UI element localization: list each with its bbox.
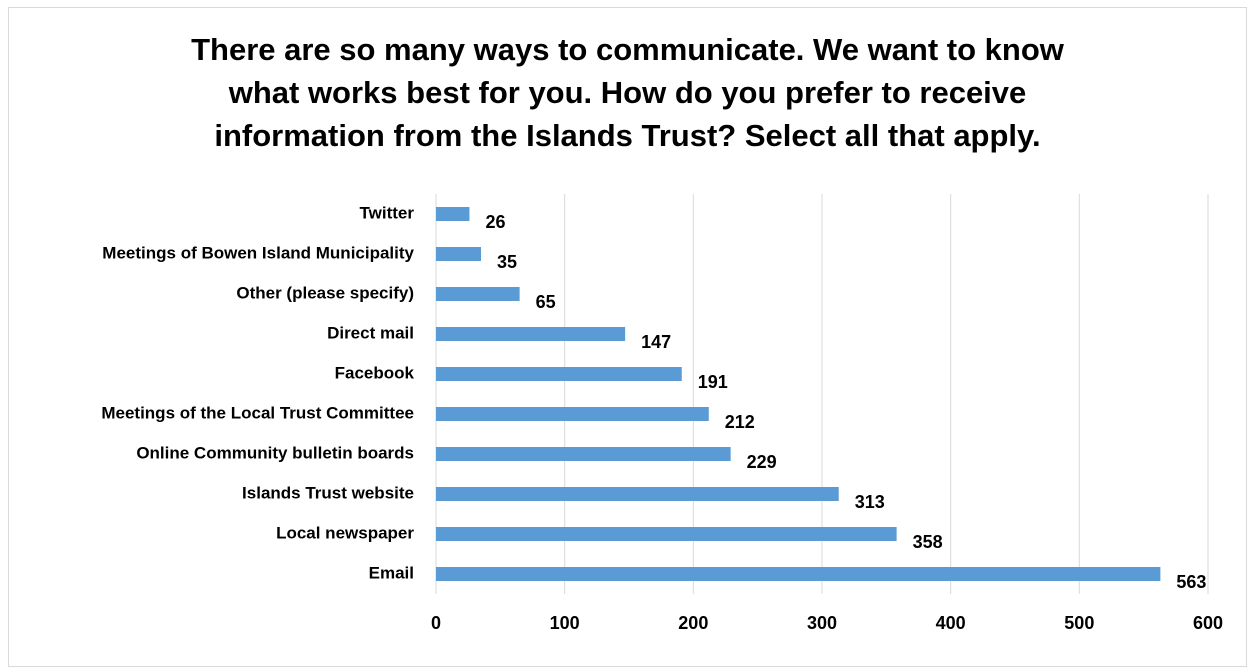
category-label: Twitter xyxy=(360,203,415,222)
x-tick-label: 0 xyxy=(431,613,441,633)
data-label: 26 xyxy=(485,212,505,232)
bar-8 xyxy=(436,487,839,501)
data-label: 65 xyxy=(536,292,556,312)
category-label: Meetings of Bowen Island Municipality xyxy=(102,243,414,262)
data-label: 147 xyxy=(641,332,671,352)
chart-title-line-1: There are so many ways to communicate. W… xyxy=(191,32,1064,67)
category-labels: Twitter Meetings of Bowen Island Municipa… xyxy=(101,203,414,582)
chart-title-line-3: information from the Islands Trust? Sele… xyxy=(214,118,1041,153)
x-tick-label: 200 xyxy=(678,613,708,633)
chart-title-line-2: what works best for you. How do you pref… xyxy=(228,75,1027,110)
data-labels: 26 35 65 147 191 212 229 313 358 563 xyxy=(485,212,1206,592)
bars xyxy=(436,207,1161,581)
bar-1 xyxy=(436,207,470,221)
data-label: 229 xyxy=(747,452,777,472)
x-tick-label: 400 xyxy=(936,613,966,633)
category-label: Local newspaper xyxy=(276,523,414,542)
category-label: Email xyxy=(369,563,414,582)
bar-4 xyxy=(436,327,626,341)
bar-3 xyxy=(436,287,520,301)
category-label: Other (please specify) xyxy=(236,283,414,302)
bar-9 xyxy=(436,527,897,541)
bar-6 xyxy=(436,407,709,421)
data-label: 358 xyxy=(913,532,943,552)
data-label: 212 xyxy=(725,412,755,432)
category-label: Islands Trust website xyxy=(242,483,414,502)
category-label: Online Community bulletin boards xyxy=(136,443,414,462)
category-label: Meetings of the Local Trust Committee xyxy=(101,403,414,422)
category-label: Direct mail xyxy=(327,323,414,342)
bar-2 xyxy=(436,247,482,261)
category-label: Facebook xyxy=(335,363,415,382)
data-label: 35 xyxy=(497,252,517,272)
x-tick-label: 300 xyxy=(807,613,837,633)
x-tick-labels: 0 100 200 300 400 500 600 xyxy=(431,613,1223,633)
chart-title: There are so many ways to communicate. W… xyxy=(8,28,1247,157)
data-label: 191 xyxy=(698,372,728,392)
x-tick-label: 600 xyxy=(1193,613,1223,633)
x-tick-label: 100 xyxy=(550,613,580,633)
chart-frame xyxy=(8,7,1247,667)
bar-7 xyxy=(436,447,731,461)
data-label: 313 xyxy=(855,492,885,512)
bar-5 xyxy=(436,367,682,381)
data-label: 563 xyxy=(1176,572,1206,592)
x-tick-label: 500 xyxy=(1064,613,1094,633)
bar-10 xyxy=(436,567,1161,581)
bar-chart: Twitter Meetings of Bowen Island Municipa… xyxy=(101,194,1223,633)
